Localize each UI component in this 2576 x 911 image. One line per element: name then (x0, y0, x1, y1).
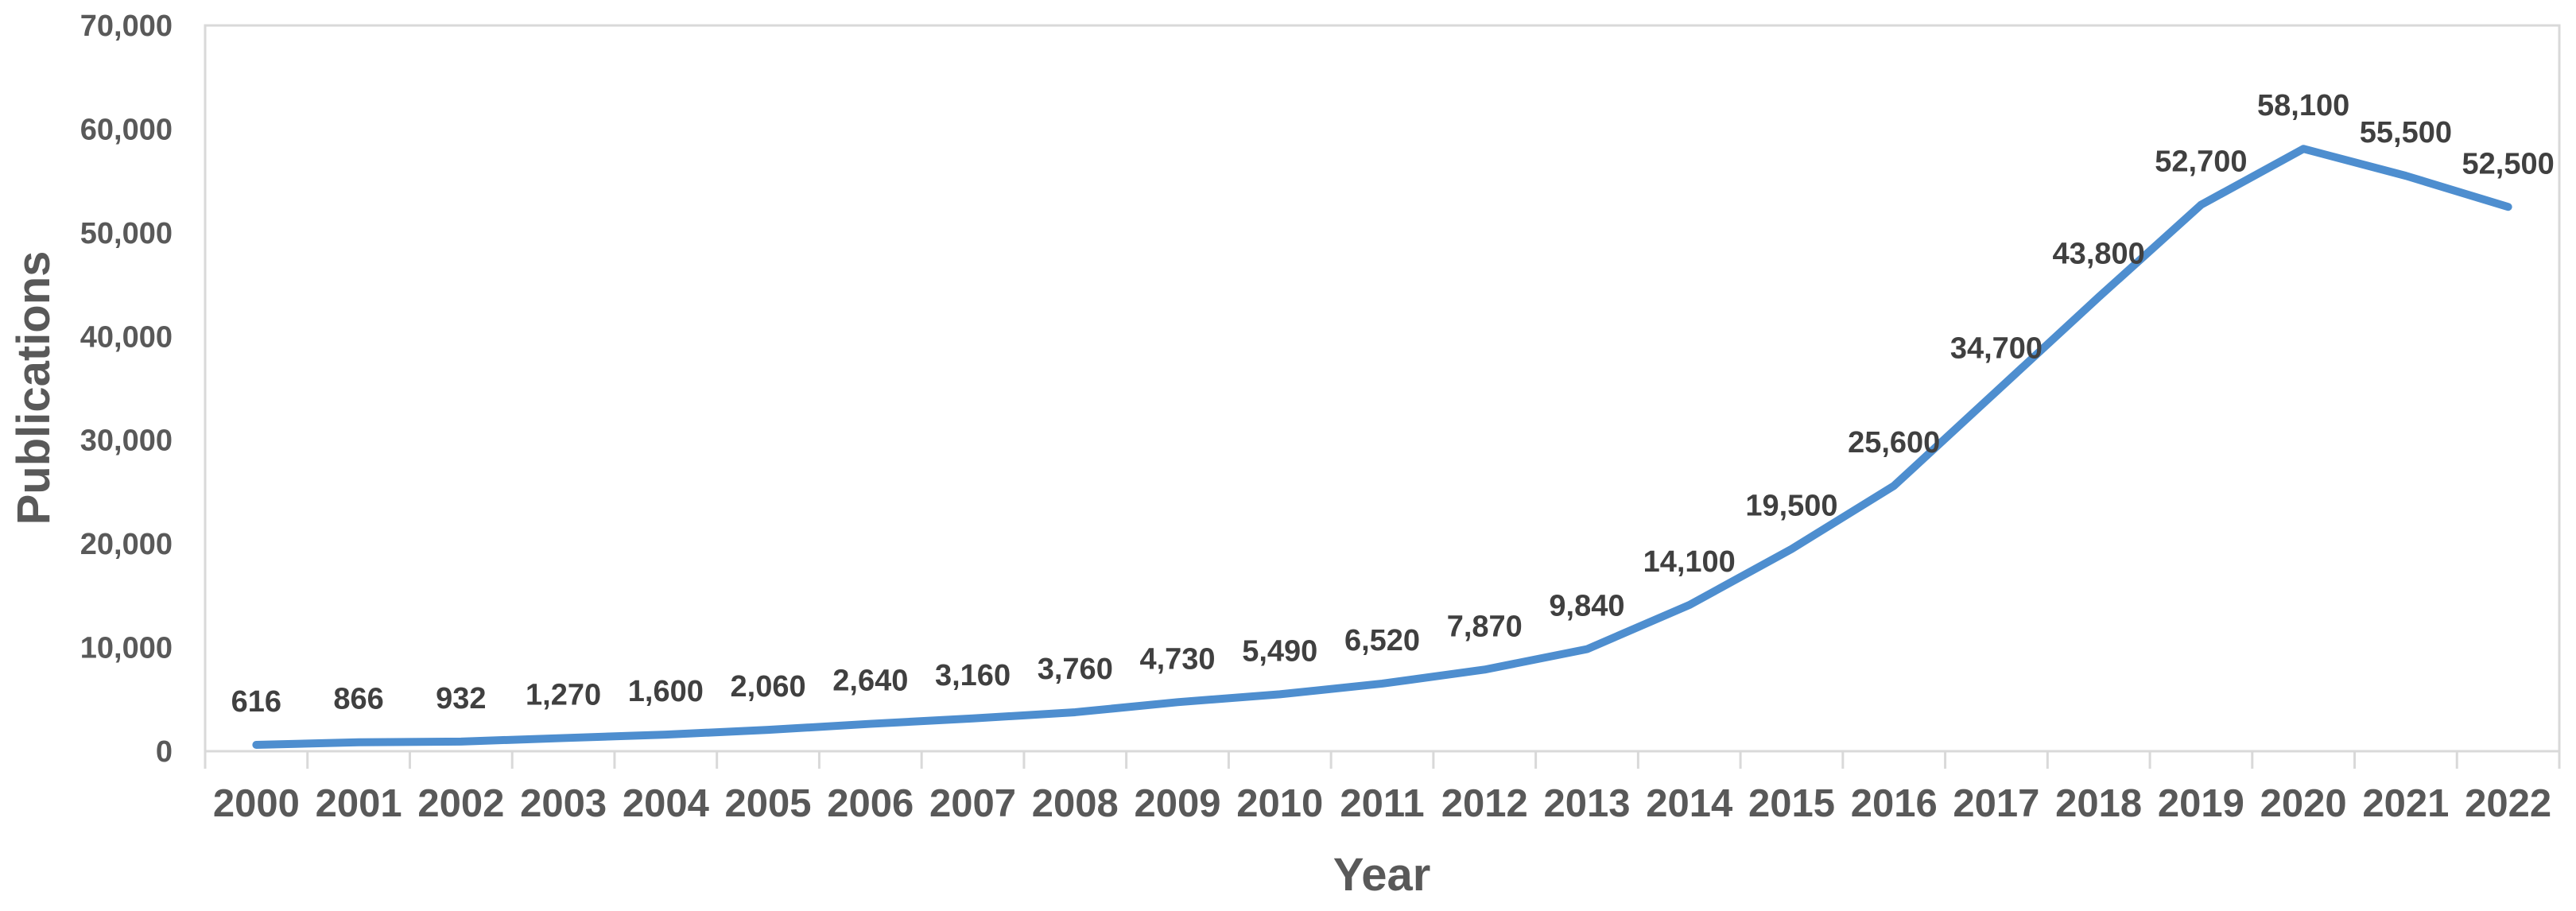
data-label: 932 (436, 682, 486, 715)
y-tick-label: 60,000 (80, 113, 173, 146)
x-tick-label: 2014 (1646, 782, 1732, 825)
data-label: 2,060 (731, 670, 806, 704)
x-tick-label: 2000 (213, 782, 300, 825)
y-tick-label: 40,000 (80, 320, 173, 354)
data-label: 866 (333, 683, 383, 716)
x-tick-label: 2010 (1236, 782, 1323, 825)
x-tick-label: 2021 (2362, 782, 2449, 825)
x-tick-label: 2012 (1441, 782, 1528, 825)
x-tick-label: 2019 (2158, 782, 2244, 825)
plot-area (204, 24, 2561, 753)
x-tick-label: 2007 (929, 782, 1016, 825)
data-label: 34,700 (1950, 331, 2043, 365)
y-tick-label: 10,000 (80, 632, 173, 665)
x-tick-label: 2022 (2465, 782, 2551, 825)
data-label: 4,730 (1139, 642, 1215, 676)
x-tick-label: 2015 (1748, 782, 1835, 825)
x-tick-label: 2013 (1543, 782, 1630, 825)
data-label: 1,270 (526, 678, 601, 711)
publications-line-series (252, 145, 2512, 749)
data-label: 1,600 (628, 675, 704, 708)
data-label: 3,160 (935, 659, 1011, 692)
x-axis-tick-labels: 2000 2001 2002 2003 2004 2005 2006 2007 2008 2009… (213, 782, 2551, 825)
y-tick-label: 30,000 (80, 424, 173, 458)
x-tick-label: 2005 (725, 782, 812, 825)
data-label: 58,100 (2257, 89, 2349, 122)
x-tick-label: 2020 (2260, 782, 2347, 825)
data-label: 6,520 (1344, 624, 1420, 657)
x-tick-label: 2006 (827, 782, 914, 825)
data-label: 52,500 (2462, 147, 2555, 180)
x-tick-label: 2018 (2055, 782, 2142, 825)
y-tick-label: 50,000 (80, 217, 173, 250)
data-label: 52,700 (2155, 145, 2247, 179)
x-tick-label: 2002 (417, 782, 504, 825)
x-tick-label: 2011 (1340, 782, 1424, 825)
x-tick-label: 2003 (520, 782, 607, 825)
x-tick-label: 2004 (623, 782, 709, 825)
x-tick-label: 2017 (1953, 782, 2039, 825)
y-axis-tick-labels: 0 10,000 20,000 30,000 40,000 50,000 60,000 70,… (80, 10, 173, 769)
data-label: 616 (231, 685, 281, 719)
data-label: 19,500 (1745, 490, 1837, 523)
data-label: 55,500 (2360, 116, 2452, 149)
y-tick-label: 0 (156, 735, 173, 769)
x-tick-label: 2001 (316, 782, 402, 825)
data-label: 25,600 (1848, 426, 1940, 459)
x-axis-title: Year (1333, 849, 1431, 901)
x-tick-label: 2009 (1135, 782, 1221, 825)
data-label: 14,100 (1643, 545, 1736, 579)
data-label: 7,870 (1447, 610, 1523, 643)
y-tick-label: 20,000 (80, 528, 173, 561)
y-tick-label: 70,000 (80, 10, 173, 43)
data-label: 5,490 (1242, 634, 1317, 668)
y-axis-title: Publications (8, 251, 60, 525)
data-label: 43,800 (2053, 238, 2145, 271)
data-label: 2,640 (832, 665, 908, 698)
x-axis-ticks (204, 751, 2561, 769)
data-label: 9,840 (1549, 590, 1624, 623)
data-label: 3,760 (1038, 653, 1113, 686)
x-tick-label: 2008 (1032, 782, 1119, 825)
x-tick-label: 2016 (1851, 782, 1938, 825)
data-labels: 616 866 932 1,270 1,600 2,060 2,640 3,160 3,760 4… (231, 89, 2555, 719)
